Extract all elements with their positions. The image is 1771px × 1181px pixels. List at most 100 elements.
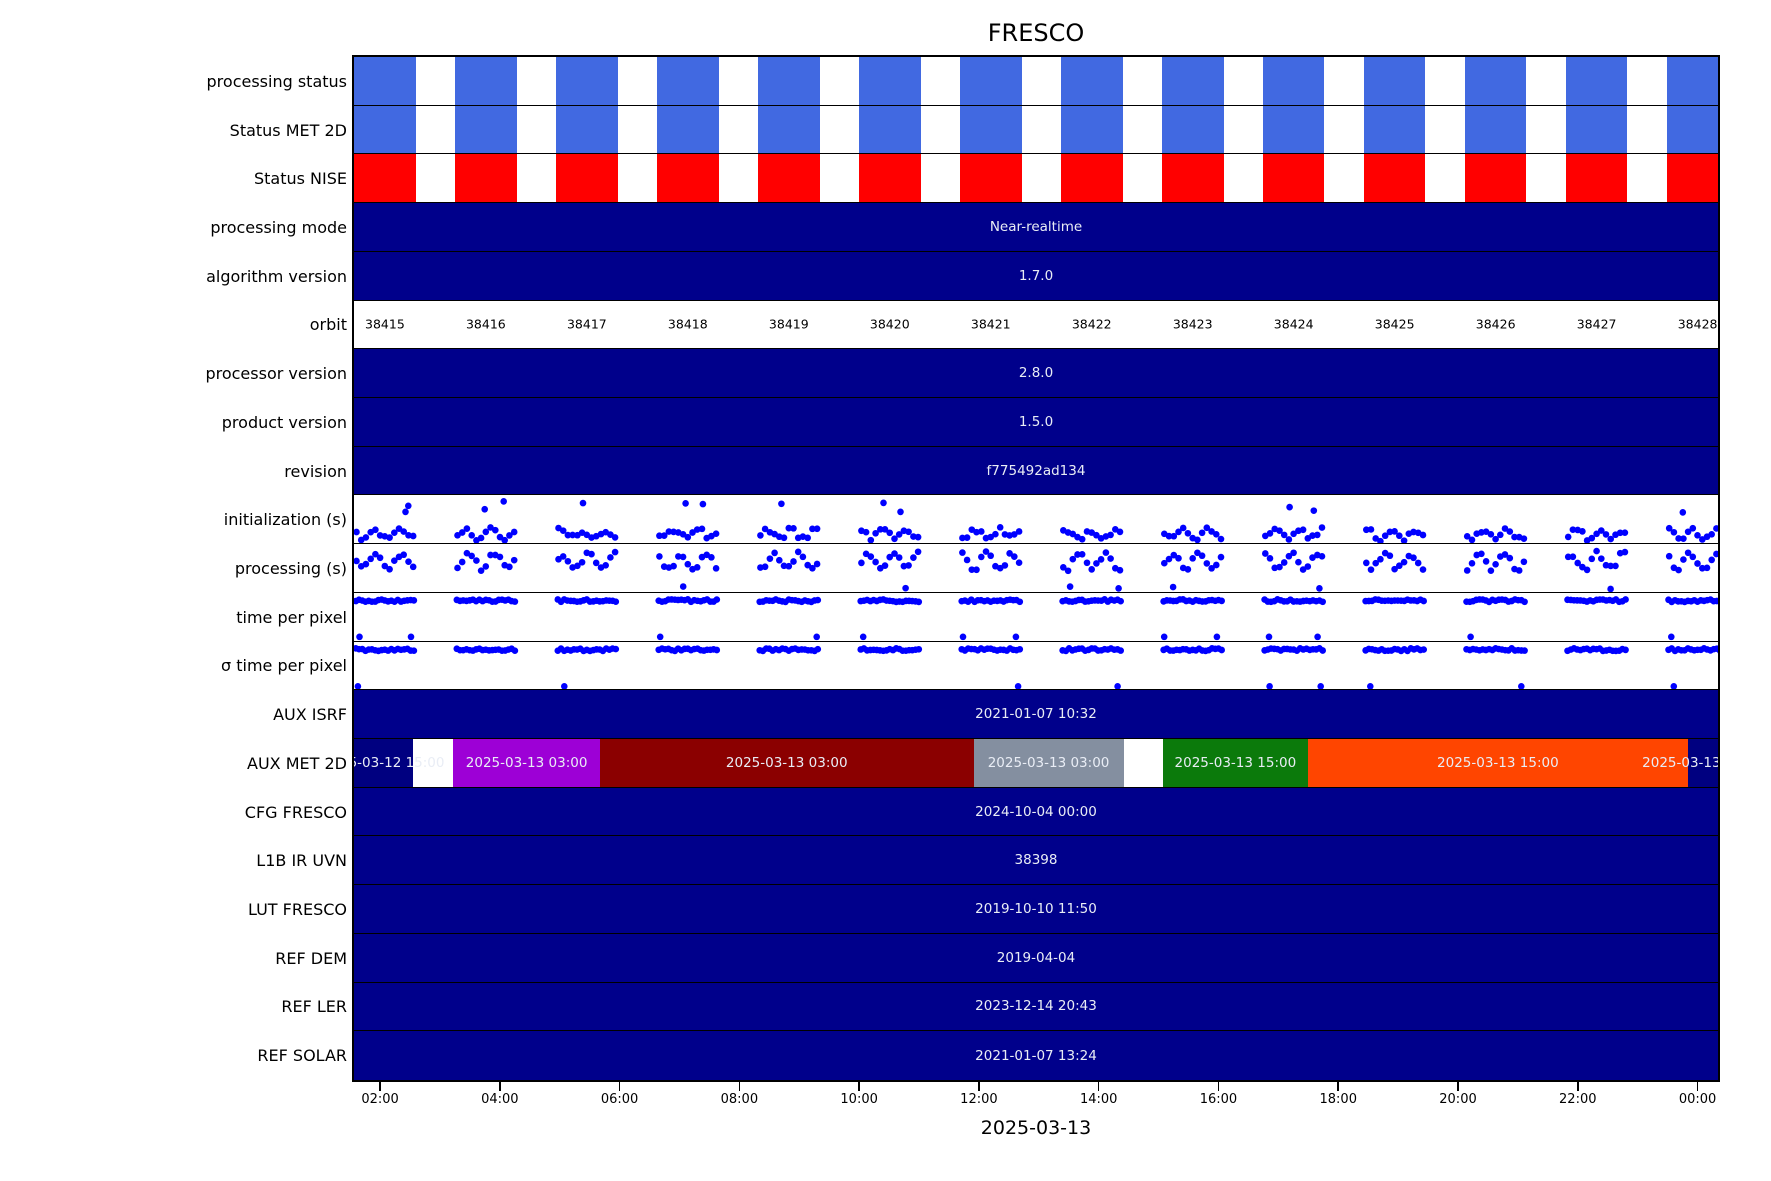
scatter-dot <box>794 548 802 556</box>
row-algorithm-version: 1.7.0 <box>354 251 1718 301</box>
scatter-dot <box>1184 566 1192 573</box>
scatter-dot <box>780 534 788 542</box>
granule-block <box>1262 105 1325 154</box>
segment-darkred <box>599 739 974 787</box>
scatter-dot <box>978 553 985 561</box>
row-l1b-ir-uvn: 38398 <box>354 836 1718 886</box>
scatter-dot <box>905 528 912 536</box>
scatter-dot <box>1280 559 1288 566</box>
scatter-dot <box>1265 633 1273 641</box>
scatter-dot <box>500 498 507 506</box>
scatter-dot <box>804 561 811 569</box>
scatter-dot <box>407 633 415 641</box>
scatter-dot <box>1280 531 1288 539</box>
scatter-dot <box>506 563 513 571</box>
orbit-number: 38417 <box>566 316 607 332</box>
granule-block <box>858 154 921 203</box>
granule-block <box>354 154 416 203</box>
scatter-dot <box>1602 531 1610 539</box>
scatter-dot <box>1217 536 1225 543</box>
row-label-ref-ler: REF LER <box>281 997 347 1017</box>
bar-text-aux-isrf: 2021-01-07 10:32 <box>975 706 1097 723</box>
scatter-dot <box>813 633 820 641</box>
row-label-ref-dem: REF DEM <box>275 948 347 968</box>
scatter-dot <box>1680 535 1687 543</box>
scatter-dot <box>1506 554 1514 562</box>
orbit-number: 38423 <box>1172 316 1213 332</box>
scatter-dot <box>1318 553 1326 560</box>
bar-text-processing-mode: Near-realtime <box>989 218 1083 235</box>
x-tick-label: 04:00 <box>481 1092 519 1107</box>
scatter-dot <box>482 563 490 570</box>
x-tick-mark <box>1097 1082 1100 1091</box>
row-processor-version: 2.8.0 <box>354 349 1718 398</box>
scatter-dot <box>1670 682 1678 690</box>
scatter-dot <box>902 584 909 592</box>
scatter-dot <box>1588 555 1596 563</box>
segment-purple <box>453 739 600 787</box>
scatter-dot <box>561 682 568 690</box>
scatter-dot <box>1069 555 1077 563</box>
segment-orangered <box>1307 739 1688 787</box>
scatter-dot <box>362 560 370 568</box>
scatter-dot <box>1203 560 1211 567</box>
scatter-dot <box>905 562 912 569</box>
scatter-dot <box>1165 533 1173 540</box>
granule-block <box>1363 154 1426 203</box>
scatter-dot <box>1492 536 1499 543</box>
scatter-dot <box>1501 525 1509 533</box>
scatter-dot <box>1588 535 1596 542</box>
scatter-dot <box>973 566 980 574</box>
row-ref-ler: 2023-12-14 20:43 <box>354 982 1718 1032</box>
row-status-met-2d <box>354 105 1718 155</box>
scatter-dot <box>886 529 893 537</box>
scatter-dot <box>372 526 379 534</box>
granule-block <box>1666 105 1718 154</box>
scatter-dot <box>506 532 513 540</box>
scatter-time-per-pixel <box>354 595 1718 641</box>
scatter-dot <box>1208 565 1215 572</box>
x-tick-label: 08:00 <box>720 1092 759 1107</box>
orbit-number: 38425 <box>1374 316 1415 332</box>
scatter-dot <box>376 554 384 562</box>
bar-text-ref-dem: 2019-04-04 <box>996 949 1076 966</box>
scatter-dot <box>804 534 811 542</box>
scatter-dot <box>1078 551 1086 558</box>
scatter-dot <box>790 558 797 565</box>
scatter-dot <box>1680 556 1687 564</box>
scatter-dot <box>1217 553 1225 561</box>
scatter-dot <box>1116 567 1124 574</box>
scatter-dot <box>354 557 360 565</box>
scatter-dot <box>1276 563 1283 571</box>
scatter-dot <box>1066 583 1074 591</box>
scatter-dot <box>1501 551 1509 558</box>
scatter-dot <box>1170 533 1178 540</box>
scatter-dot <box>656 532 663 540</box>
scatter-dot <box>367 555 374 563</box>
row-lut-fresco: 2019-10-10 11:50 <box>354 885 1718 934</box>
scatter-dot <box>1314 633 1321 641</box>
scatter-dot <box>1314 531 1321 539</box>
scatter-dot <box>1515 567 1523 574</box>
segment-label: 2025-03-13 03:00 <box>725 754 848 771</box>
x-tick-label: 18:00 <box>1319 1092 1357 1107</box>
scatter-dot <box>578 559 586 566</box>
scatter-dot <box>1520 558 1528 566</box>
row-cfg-fresco: 2024-10-04 00:00 <box>354 787 1718 837</box>
scatter-dot <box>665 528 673 536</box>
orbit-number: 38418 <box>667 316 708 332</box>
granule-block <box>354 105 416 154</box>
scatter-dot <box>1713 525 1718 533</box>
scatter-dot <box>761 526 769 533</box>
scatter-dot <box>559 553 567 560</box>
scatter-dot <box>391 557 398 565</box>
x-tick-label: 22:00 <box>1559 1092 1597 1107</box>
scatter-dot <box>778 500 785 508</box>
scatter-dot <box>1218 646 1225 653</box>
bar-text-algorithm-version: 1.7.0 <box>1018 267 1054 284</box>
scatter-dot <box>1694 532 1701 540</box>
scatter-dot <box>1400 558 1408 566</box>
scatter-dot <box>757 532 764 540</box>
granule-block <box>1464 154 1527 203</box>
scatter-dot <box>1492 561 1499 568</box>
